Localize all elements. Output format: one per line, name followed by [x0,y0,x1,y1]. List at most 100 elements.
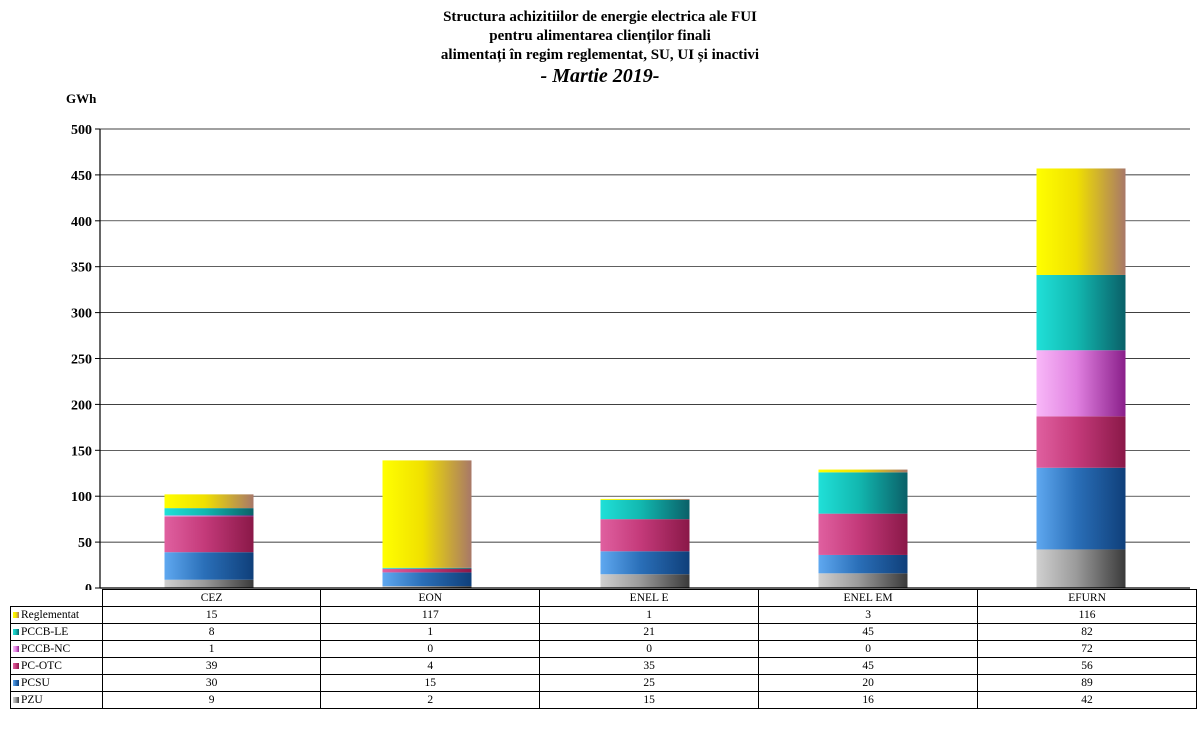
table-row: PCCB-NC 1 0 0 0 72 [10,640,1197,658]
bar-segment-reglementat-efurn [1036,168,1126,275]
series-label: Reglementat [21,609,80,621]
data-label: 20 [758,674,979,692]
chart-title: Structura achizitiilor de energie electr… [300,8,900,87]
bar-segment-pzu-cez [164,579,254,588]
table-row: PCCB-LE 8 1 21 45 82 [10,623,1197,641]
table-row: PCSU 30 15 25 20 89 [10,674,1197,692]
data-label: 45 [758,623,979,641]
data-label: 15 [320,674,541,692]
data-label: 0 [539,640,760,658]
data-label: 0 [758,640,979,658]
y-tick-labels: 0 50 100 150 200 250 300 350 400 450 500 [71,123,92,590]
y-tick-label: 0 [85,582,92,590]
series-label: PCCB-LE [21,626,69,638]
chart-title-line-3: alimentați în regim reglementat, SU, UI … [440,47,760,63]
chart-title-line-1: Structura achizitiilor de energie electr… [443,9,757,25]
data-label: 39 [101,657,322,675]
data-label: 0 [320,640,541,658]
data-label: 8 [101,623,322,641]
legend-swatch [13,663,19,670]
data-label: 116 [977,606,1197,624]
data-label: 1 [101,640,322,658]
bar-segment-pccb-le-efurn [1036,274,1126,351]
y-tick-label: 350 [71,261,92,276]
bar-segment-pcsu-efurn [1036,467,1126,550]
data-label: 15 [539,691,760,709]
series-label: PC-OTC [21,660,62,672]
data-label: 30 [101,674,322,692]
bar-segment-pccb-nc-cez [164,515,254,517]
legend-swatch [13,629,19,636]
y-tick-label: 250 [71,353,92,368]
bar-segment-pc-otc-cez [164,516,254,553]
chart-title-line-2: pentru alimentarea clienților finali [489,28,711,44]
series-label: PZU [21,694,43,706]
data-label: 1 [539,606,760,624]
data-label: 21 [539,623,760,641]
bar-segment-pcsu-eon [382,572,472,587]
y-tick-label: 450 [71,169,92,184]
stacked-bar-chart: 0 50 100 150 200 250 300 350 400 450 500 [71,123,1190,590]
data-label: 9 [101,691,322,709]
y-axis-label: GWh [66,91,97,106]
bar-segment-pcsu-enel-e [600,551,690,575]
bar-segment-pzu-enel-em [818,573,908,588]
data-label: 1 [320,623,541,641]
bar-segment-pccb-le-enel-e [600,499,690,520]
data-label: 56 [977,657,1197,675]
bar-segment-pzu-efurn [1036,549,1126,588]
legend-swatch [13,612,19,619]
axes [99,129,1190,589]
bar-segment-pzu-eon [382,586,472,588]
data-table: CEZ EON ENEL E ENEL EM EFURN Reglementat 15 117… [10,589,1197,709]
bar-segment-reglementat-eon [382,460,472,568]
bar-segment-pccb-nc-efurn [1036,350,1126,417]
data-label: 3 [758,606,979,624]
legend-swatch [13,680,19,687]
legend-swatch [13,697,19,704]
bar-segment-pc-otc-enel-e [600,519,690,552]
series-label: PCSU [21,677,50,689]
bar-segment-pc-otc-eon [382,568,472,573]
y-tick-label: 200 [71,398,92,413]
data-label: 35 [539,657,760,675]
bar-segment-pzu-enel-e [600,574,690,588]
bar-segment-reglementat-cez [164,494,254,509]
bar-segment-reglementat-enel-em [818,469,908,473]
data-label: 4 [320,657,541,675]
y-tick-label: 300 [71,307,92,322]
bar-segment-pccb-le-eon [382,567,472,569]
y-tick-label: 400 [71,215,92,230]
bar-segment-pcsu-enel-em [818,554,908,574]
bar-segment-pc-otc-efurn [1036,416,1126,468]
data-label: 45 [758,657,979,675]
data-label: 72 [977,640,1197,658]
data-label: 25 [539,674,760,692]
data-label: 82 [977,623,1197,641]
bars [164,168,1126,588]
y-tick-label: 100 [71,490,92,505]
category-label: ENEL EM [758,589,979,607]
grid-lines [95,128,1190,589]
data-label: 42 [977,691,1197,709]
bar-segment-reglementat-enel-e [600,498,690,500]
table-row: PC-OTC 39 4 35 45 56 [10,657,1197,675]
category-label: ENEL E [539,589,760,607]
legend-swatch [13,646,19,653]
category-label: EFURN [977,589,1197,607]
data-label: 89 [977,674,1197,692]
data-label: 15 [101,606,322,624]
table-row: Reglementat 15 117 1 3 116 [10,606,1197,624]
bar-segment-pcsu-cez [164,552,254,580]
bar-segment-pccb-le-cez [164,508,254,516]
category-label: EON [320,589,541,607]
category-label: CEZ [101,589,322,607]
bar-segment-pc-otc-enel-em [818,513,908,555]
y-tick-label: 500 [71,123,92,138]
table-row: PZU 9 2 15 16 42 [10,691,1197,709]
data-label: 117 [320,606,541,624]
y-tick-label: 50 [78,536,92,551]
data-label: 2 [320,691,541,709]
chart-subtitle: - Martie 2019- [540,65,660,87]
y-tick-label: 150 [71,444,92,459]
